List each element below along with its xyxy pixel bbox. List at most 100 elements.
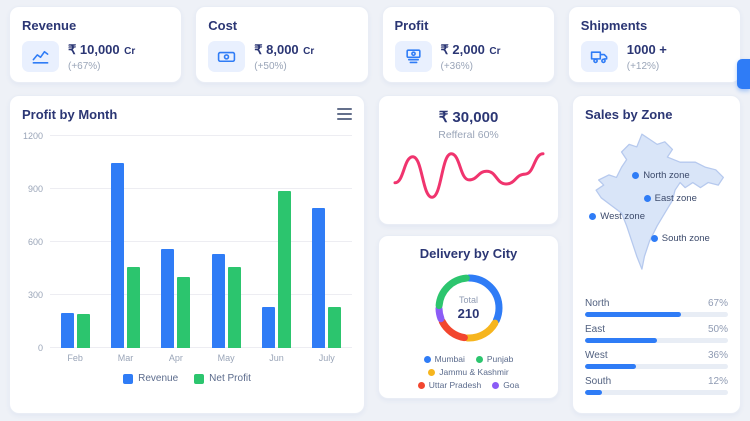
pie-legend-item[interactable]: Uttar Pradesh — [417, 380, 481, 390]
bar-group — [302, 136, 352, 348]
zone-progress-track — [585, 390, 728, 395]
pie-legend-item[interactable]: Punjab — [475, 354, 514, 364]
donut-center: Total 210 — [426, 265, 512, 351]
kpi-value-line: ₹ 2,000 Cr — [441, 41, 501, 59]
zone-percent: 12% — [707, 376, 728, 387]
zone-row: East 50% — [585, 324, 728, 343]
zone-label: East — [585, 324, 606, 335]
zone-row-header: South 12% — [585, 376, 728, 387]
referral-card: ₹ 30,000 Refferal 60% — [378, 95, 559, 225]
bar-revenue — [211, 254, 225, 348]
sales-by-zone-card: Sales by Zone North zone East zone West … — [572, 95, 741, 414]
money-stack-icon — [394, 41, 432, 72]
legend-dot — [417, 381, 425, 389]
kpi-card-revenue: Revenue ₹ 10,000 Cr (+67%) — [9, 6, 183, 83]
bar-revenue — [110, 162, 124, 348]
middle-column: ₹ 30,000 Refferal 60% Delivery by City T… — [378, 95, 559, 399]
y-axis-label: 0 — [37, 343, 43, 353]
line-chart-icon — [22, 41, 59, 72]
x-axis-label: May — [217, 353, 235, 363]
zone-progress-list: North 67% East 50% West 36% South 12% — [585, 298, 728, 395]
y-axis-label: 900 — [27, 184, 43, 194]
truck-icon — [580, 41, 618, 72]
bar-net-profit — [126, 266, 140, 348]
kpi-card-cost: Cost ₹ 8,000 Cr (+50%) — [195, 6, 369, 83]
profit-by-month-title: Profit by Month — [22, 107, 118, 122]
zone-progress-fill — [585, 338, 657, 343]
zone-dot-icon — [589, 212, 597, 220]
zone-marker-label: North zone — [643, 170, 690, 182]
donut-total-label: Total — [458, 295, 478, 305]
donut-segment-punjab — [435, 274, 502, 342]
legend-item-net-profit[interactable]: Net Profit — [194, 373, 251, 384]
bar-net-profit — [76, 314, 90, 348]
pie-legend-label: Punjab — [486, 354, 514, 364]
legend-label: Revenue — [138, 373, 179, 384]
kpi-title: Revenue — [22, 18, 77, 33]
gridline — [50, 347, 352, 348]
zone-marker-east[interactable]: East zone — [643, 192, 697, 204]
zone-row: South 12% — [585, 376, 728, 395]
pie-legend-label: Goa — [503, 380, 520, 390]
pie-legend-label: Mumbai — [434, 354, 465, 364]
settings-fab[interactable] — [737, 59, 750, 89]
pie-legend-item[interactable]: Goa — [492, 380, 519, 390]
legend-dot — [475, 355, 483, 363]
kpi-value-line: ₹ 10,000 Cr — [68, 41, 135, 59]
zone-marker-south[interactable]: South zone — [650, 233, 710, 244]
pie-legend-item[interactable]: Jammu & Kashmir — [428, 367, 509, 377]
india-map-outline — [595, 133, 724, 270]
zone-dot-icon — [650, 235, 658, 243]
legend-item-revenue[interactable]: Revenue — [123, 373, 178, 384]
zone-marker-label: East zone — [654, 192, 697, 204]
zone-dot-icon — [643, 194, 651, 202]
kpi-value-line: 1000 + — [627, 41, 667, 59]
legend-dot — [428, 368, 436, 376]
zone-progress-fill — [585, 390, 603, 395]
india-map: North zone East zone West zone South zon… — [585, 128, 728, 290]
kpi-card-shipments: Shipments 1000 + (+12%) — [567, 6, 741, 83]
zone-marker-label: West zone — [600, 210, 645, 222]
bar-chart-x-axis: Feb Mar Apr May Jun July — [50, 353, 352, 363]
gridline — [50, 241, 352, 242]
zone-marker-west[interactable]: West zone — [589, 211, 645, 222]
donut-total-value: 210 — [457, 306, 480, 321]
kpi-row: Revenue ₹ 10,000 Cr (+67%) Cost ₹ 8,000 — [0, 0, 750, 87]
bar-chart-y-axis: 0 300 600 900 1200 — [22, 131, 50, 353]
donut-legend: Mumbai Punjab Jammu & Kashmir Uttar Pradesh… — [389, 354, 548, 390]
pie-legend-item[interactable]: Mumbai — [423, 354, 465, 364]
legend-dot — [423, 355, 431, 363]
bar-revenue — [261, 307, 275, 348]
y-axis-label: 300 — [27, 290, 43, 300]
kpi-body: ₹ 10,000 Cr (+67%) — [22, 41, 169, 72]
zone-row: North 67% — [585, 298, 728, 317]
kpi-text: ₹ 2,000 Cr (+36%) — [441, 41, 501, 72]
kpi-body: 1000 + (+12%) — [580, 41, 728, 72]
kpi-title: Shipments — [580, 18, 648, 33]
bar-groups — [50, 136, 352, 348]
x-axis-label: July — [318, 353, 335, 363]
kpi-change: (+67%) — [68, 61, 101, 72]
chart-menu-icon[interactable] — [337, 108, 352, 123]
bar-revenue — [312, 208, 326, 348]
zone-marker-north[interactable]: North zone — [632, 170, 690, 182]
zone-progress-track — [585, 364, 728, 369]
bar-group — [100, 136, 150, 348]
kpi-text: 1000 + (+12%) — [627, 41, 667, 72]
bar-group — [201, 136, 251, 348]
referral-subtitle: Refferal 60% — [438, 129, 499, 141]
bar-group — [50, 136, 100, 348]
bar-net-profit — [177, 277, 191, 348]
zone-percent: 50% — [707, 324, 728, 335]
zone-row-header: North 67% — [585, 298, 728, 309]
legend-swatch — [194, 373, 205, 384]
kpi-value: ₹ 8,000 — [254, 42, 299, 57]
referral-sparkline — [389, 143, 548, 216]
x-axis-label: Apr — [168, 353, 183, 363]
sales-by-zone-title: Sales by Zone — [585, 107, 673, 122]
zone-row-header: East 50% — [585, 324, 728, 335]
x-axis-label: Jun — [269, 353, 284, 363]
banknote-icon — [208, 41, 246, 72]
bar-chart-legend: Revenue Net Profit — [22, 373, 352, 384]
delivery-by-city-card: Delivery by City Total 210 Mumbai Punjab J… — [378, 235, 559, 399]
